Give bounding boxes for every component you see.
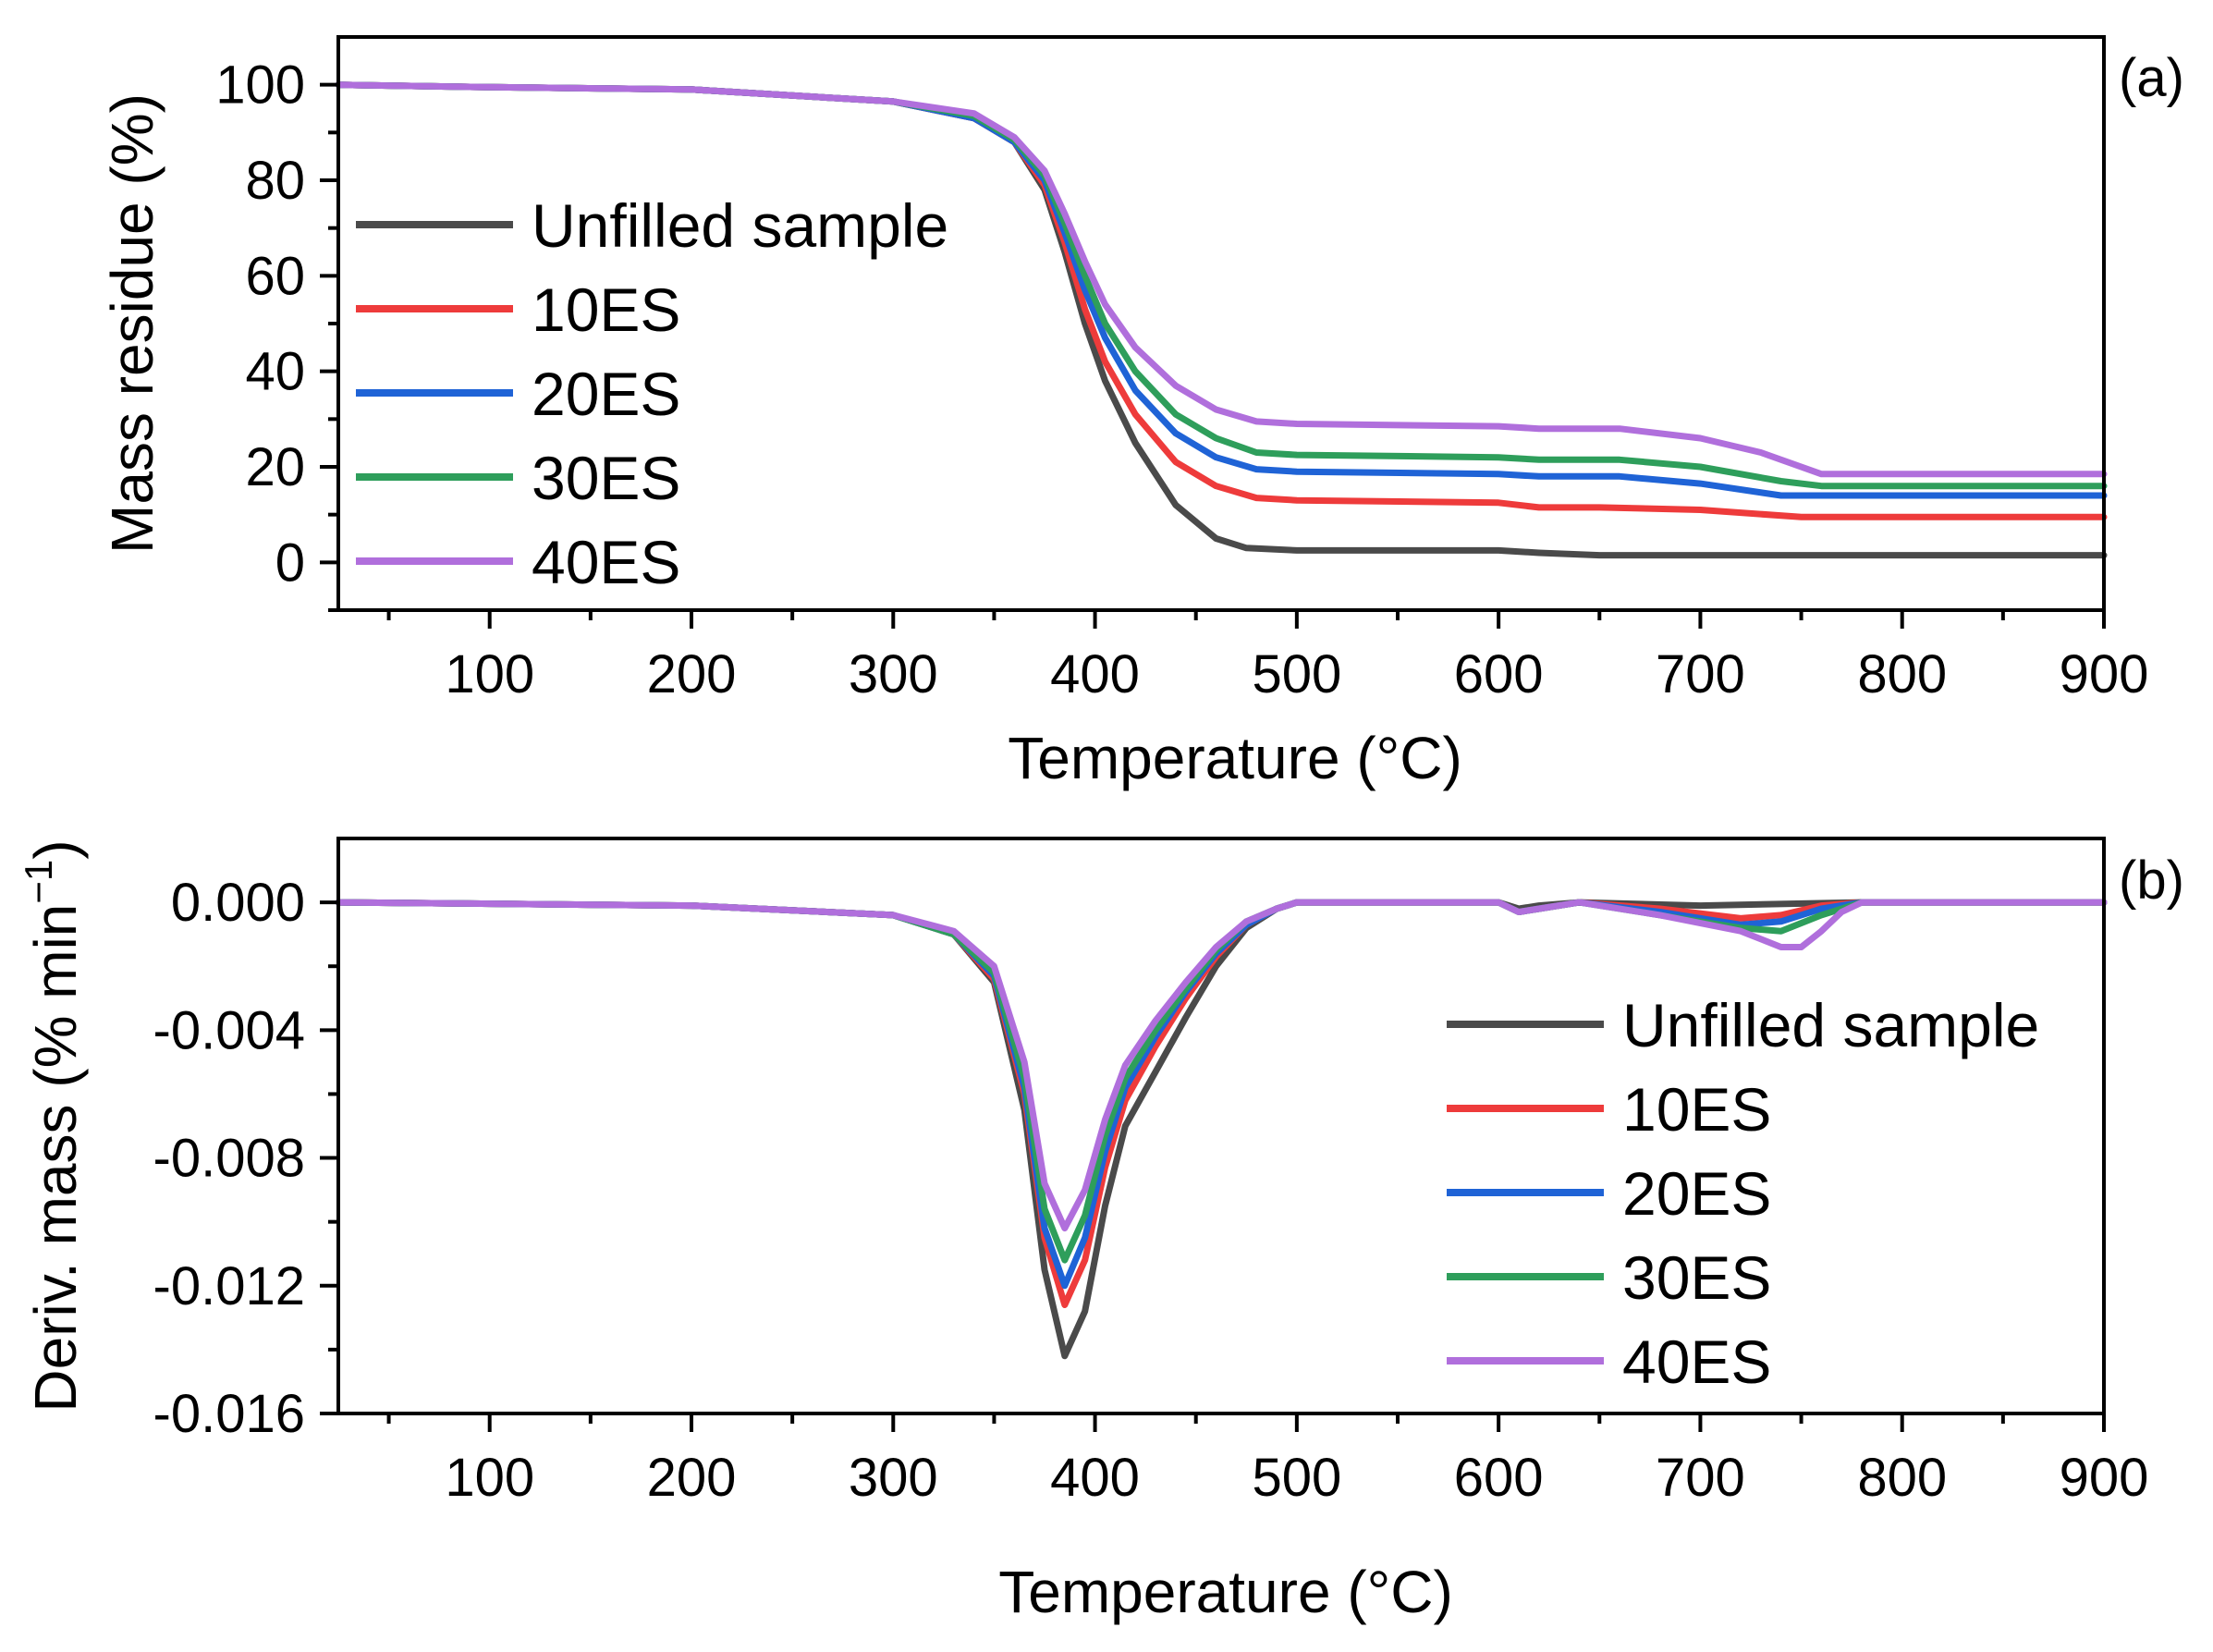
panel-a-x-tick-label: 700 — [1656, 644, 1745, 704]
panel-a-y-axis-title: Mass residue (%) — [99, 93, 165, 554]
panel-a-y-tick-label: 80 — [245, 151, 305, 211]
panel-a-legend: Unfilled sample 10ES 20ES 30ES 40ES — [356, 191, 948, 596]
panel-b-plot-frame — [336, 837, 2106, 1415]
panel-a-y-tick-label: 0 — [275, 532, 305, 593]
panel-a-x-tick-label: 600 — [1454, 644, 1544, 704]
panel-a-legend-label-unfilled-sample: Unfilled sample — [532, 191, 948, 260]
panel-b-y-tick-label: -0.012 — [153, 1256, 305, 1316]
panel-b: 100 200 300 400 500 600 700 800 900 0.000 -0.004 -… — [17, 837, 2184, 1625]
panel-b-x-tick-label: 700 — [1656, 1448, 1745, 1508]
panel-b-y-axis-title-main: Deriv. mass (% min — [22, 904, 89, 1413]
panel-b-series — [335, 899, 2108, 1360]
panel-a-x-tick-label: 500 — [1252, 644, 1341, 704]
panel-a-series-line-40es — [335, 81, 2108, 478]
panel-b-legend-label-20es: 20ES — [1622, 1159, 1771, 1228]
panel-b-legend-label-40es: 40ES — [1622, 1328, 1771, 1396]
panel-b-label: (b) — [2119, 850, 2184, 911]
panel-b-x-axis-title: Temperature (°C) — [998, 1559, 1453, 1625]
panel-b-y-ticks: 0.000 -0.004 -0.008 -0.012 -0.016 — [153, 873, 338, 1444]
panel-b-legend: Unfilled sample 10ES 20ES 30ES 40ES — [1447, 991, 2039, 1396]
panel-b-y-tick-label: -0.008 — [153, 1129, 305, 1189]
panel-b-legend-label-unfilled-sample: Unfilled sample — [1622, 991, 2039, 1059]
panel-a-legend-label-20es: 20ES — [532, 360, 680, 428]
panel-b-x-tick-label: 300 — [849, 1448, 938, 1508]
panel-a-x-axis-title: Temperature (°C) — [1008, 725, 1462, 791]
panel-b-y-tick-label: -0.004 — [153, 1000, 305, 1060]
panel-b-y-tick-label: 0.000 — [171, 873, 305, 933]
panel-b-x-tick-label: 500 — [1252, 1448, 1341, 1508]
panel-a-x-tick-label: 400 — [1050, 644, 1140, 704]
panel-b-legend-label-30es: 30ES — [1622, 1243, 1771, 1312]
panel-b-x-tick-label: 900 — [2060, 1448, 2149, 1508]
panel-a-series — [335, 81, 2108, 559]
panel-a-x-tick-label: 300 — [849, 644, 938, 704]
panel-a-y-tick-label: 100 — [215, 55, 305, 116]
panel-b-x-ticks: 100 200 300 400 500 600 700 800 900 — [386, 1413, 2149, 1508]
panel-a-legend-label-10es: 10ES — [532, 275, 680, 344]
panel-b-y-axis-title-suffix: ) — [22, 839, 89, 859]
panel-b-y-tick-label: -0.016 — [153, 1384, 305, 1444]
panel-a-x-tick-label: 100 — [445, 644, 534, 704]
panel-a-y-ticks: 0 20 40 60 80 100 — [215, 55, 338, 612]
panel-a-legend-label-40es: 40ES — [532, 528, 680, 596]
panel-a: 100 200 300 400 500 600 700 800 900 0 20 40 60 80 100… — [99, 35, 2184, 791]
panel-a-x-tick-label: 800 — [1857, 644, 1947, 704]
panel-b-x-tick-label: 400 — [1050, 1448, 1140, 1508]
panel-b-legend-label-10es: 10ES — [1622, 1075, 1771, 1144]
panel-a-y-tick-label: 40 — [245, 342, 305, 402]
panel-b-x-tick-label: 100 — [445, 1448, 534, 1508]
panel-a-x-ticks: 100 200 300 400 500 600 700 800 900 — [386, 610, 2149, 704]
panel-b-x-tick-label: 800 — [1857, 1448, 1947, 1508]
panel-b-series-line-unfilled-sample — [335, 899, 2108, 1360]
panel-b-x-tick-label: 200 — [647, 1448, 737, 1508]
panel-a-y-tick-label: 60 — [245, 246, 305, 306]
panel-a-x-tick-label: 900 — [2060, 644, 2149, 704]
panel-b-y-axis-title-superscript: −1 — [17, 860, 60, 904]
panel-b-series-line-40es — [335, 899, 2108, 1232]
panel-a-x-tick-label: 200 — [647, 644, 737, 704]
panel-b-y-axis-title: Deriv. mass (% min−1) — [17, 839, 89, 1412]
panel-b-x-tick-label: 600 — [1454, 1448, 1544, 1508]
panel-a-legend-label-30es: 30ES — [532, 444, 680, 512]
panel-a-label: (a) — [2119, 48, 2184, 108]
panel-a-y-tick-label: 20 — [245, 437, 305, 497]
